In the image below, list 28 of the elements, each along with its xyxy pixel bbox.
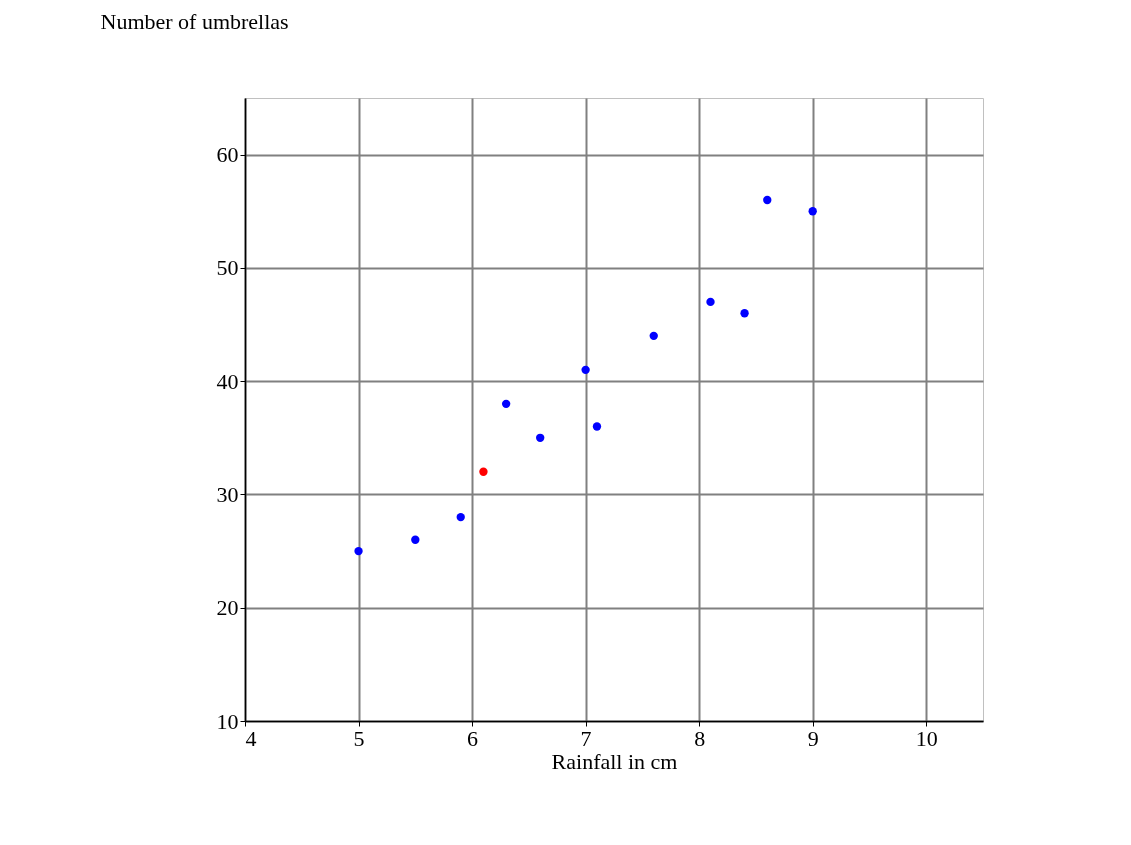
x-tick-label: 9 [807,725,819,751]
point [411,535,420,544]
x-tick-label: 8 [694,725,706,751]
point [354,546,363,556]
x-tick-label: 4 [245,725,257,751]
point [592,422,602,431]
y-tick-label: 10 [216,708,239,734]
point [536,433,545,442]
y-axis-title: Number of umbrellas [100,8,289,34]
point [706,297,715,307]
point [649,331,658,341]
point [479,467,488,476]
x-tick-label: 5 [353,725,365,751]
point [501,399,511,409]
y-tick-label: 20 [216,595,239,621]
x-tick-label: 10 [915,725,938,751]
point [740,309,749,318]
y-tick-label: 30 [216,481,239,507]
point [808,207,817,216]
y-tick-label: 40 [216,368,239,394]
point [581,365,590,375]
y-tick-label: 50 [216,255,239,281]
point [763,195,772,205]
x-tick-label: 6 [467,725,479,751]
x-axis-title: Rainfall in cm [551,748,678,774]
x-tick-label: 7 [580,725,592,751]
point [456,512,465,522]
y-tick-label: 60 [216,142,239,168]
